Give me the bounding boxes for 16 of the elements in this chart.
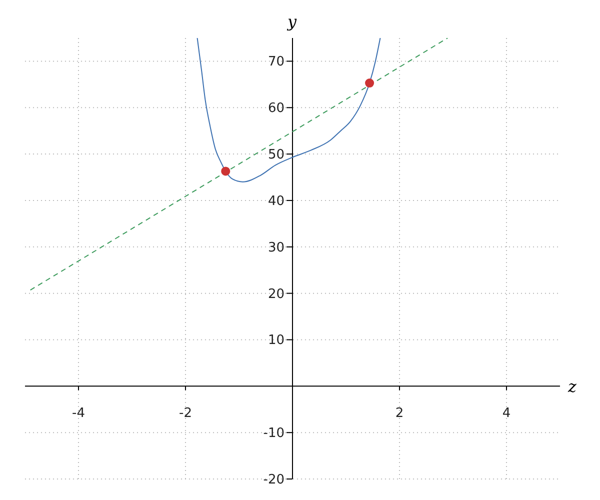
y-tick-label: 20 bbox=[268, 286, 284, 302]
y-axis-title: y bbox=[288, 12, 297, 31]
y-tick-label: 50 bbox=[268, 148, 284, 163]
y-tick-label: 70 bbox=[268, 54, 284, 70]
y-tick-label: -20 bbox=[263, 472, 284, 488]
y-tick-label: 40 bbox=[268, 194, 284, 209]
y-tick-label: 10 bbox=[268, 333, 284, 348]
y-tick-label: 60 bbox=[268, 101, 284, 116]
y-tick-label: 30 bbox=[268, 240, 284, 256]
y-tick-label: -10 bbox=[263, 426, 284, 442]
x-tick-label: -2 bbox=[179, 406, 192, 422]
x-tick-label: 2 bbox=[395, 406, 404, 422]
x-axis-title: z bbox=[568, 377, 576, 396]
line-series bbox=[196, 38, 381, 182]
x-tick-label: -4 bbox=[72, 406, 85, 422]
x-tick-label: 4 bbox=[502, 406, 511, 422]
